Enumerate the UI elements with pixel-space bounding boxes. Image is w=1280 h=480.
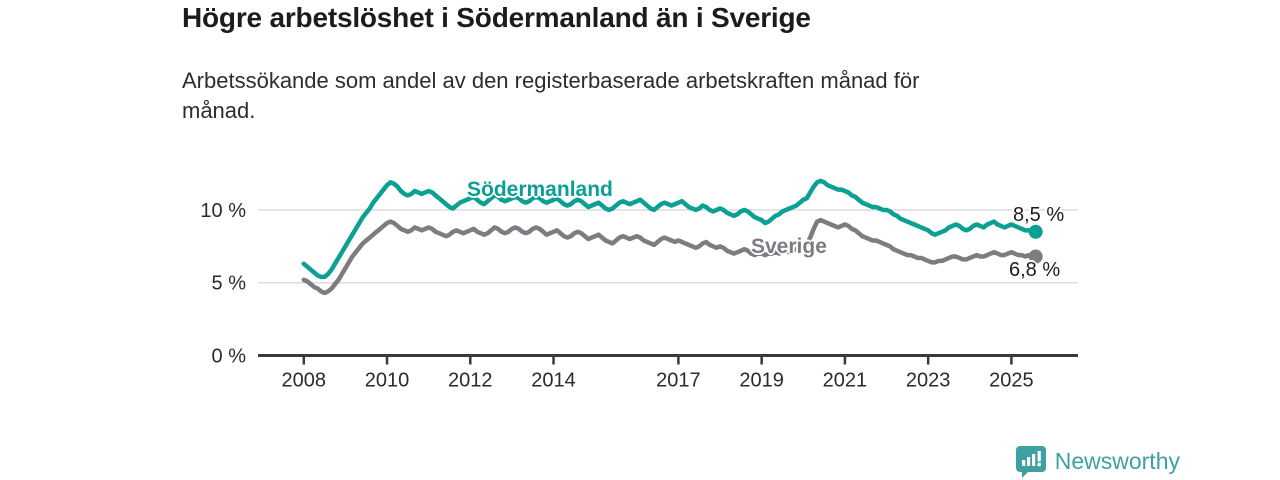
x-tick-label: 2025 [989, 370, 1034, 392]
series-line-södermanland [301, 178, 1043, 280]
x-tick-label: 2023 [906, 370, 951, 392]
newsworthy-wordmark: Newsworthy [1054, 447, 1180, 474]
y-gridlines [258, 209, 1078, 284]
series-end-dot [1028, 249, 1043, 264]
chart-title: Högre arbetslöshet i Södermanland än i S… [182, 2, 811, 33]
x-tick-label: 2017 [656, 370, 701, 392]
x-tick-label: 2008 [282, 370, 327, 392]
end-value-label-sodermanland: 8,5 % [1013, 204, 1065, 226]
y-tick-label: 0 % [212, 346, 247, 368]
series-end-dot [1028, 224, 1043, 239]
y-tick-labels: 0 % 5 % 10 % [200, 200, 246, 368]
chart-subtitle: Arbetssökande som andel av den registerb… [182, 66, 919, 126]
x-tick-label: 2019 [739, 370, 784, 392]
chart-subtitle-line1: Arbetssökande som andel av den registerb… [182, 68, 920, 93]
x-tick-label: 2012 [448, 370, 493, 392]
y-tick-label: 5 % [212, 273, 247, 295]
x-tick-label: 2014 [531, 370, 576, 392]
x-axis: 2008 2010 2012 2014 2017 2019 2021 2023 2025 [258, 354, 1078, 392]
end-value-label-sverige: 6,8 % [1009, 259, 1061, 281]
footer-branding: Newsworthy [1015, 444, 1180, 478]
series-line-sverige [301, 217, 1043, 296]
x-tick-label: 2010 [365, 370, 410, 392]
chart-subtitle-line2: månad. [182, 98, 256, 123]
x-tick-label: 2021 [823, 370, 868, 392]
y-tick-label: 10 % [200, 200, 246, 222]
newsworthy-logo-icon [1015, 446, 1046, 478]
series-label-sodermanland: Södermanland [467, 178, 613, 201]
series-label-sverige: Sverige [751, 235, 827, 258]
